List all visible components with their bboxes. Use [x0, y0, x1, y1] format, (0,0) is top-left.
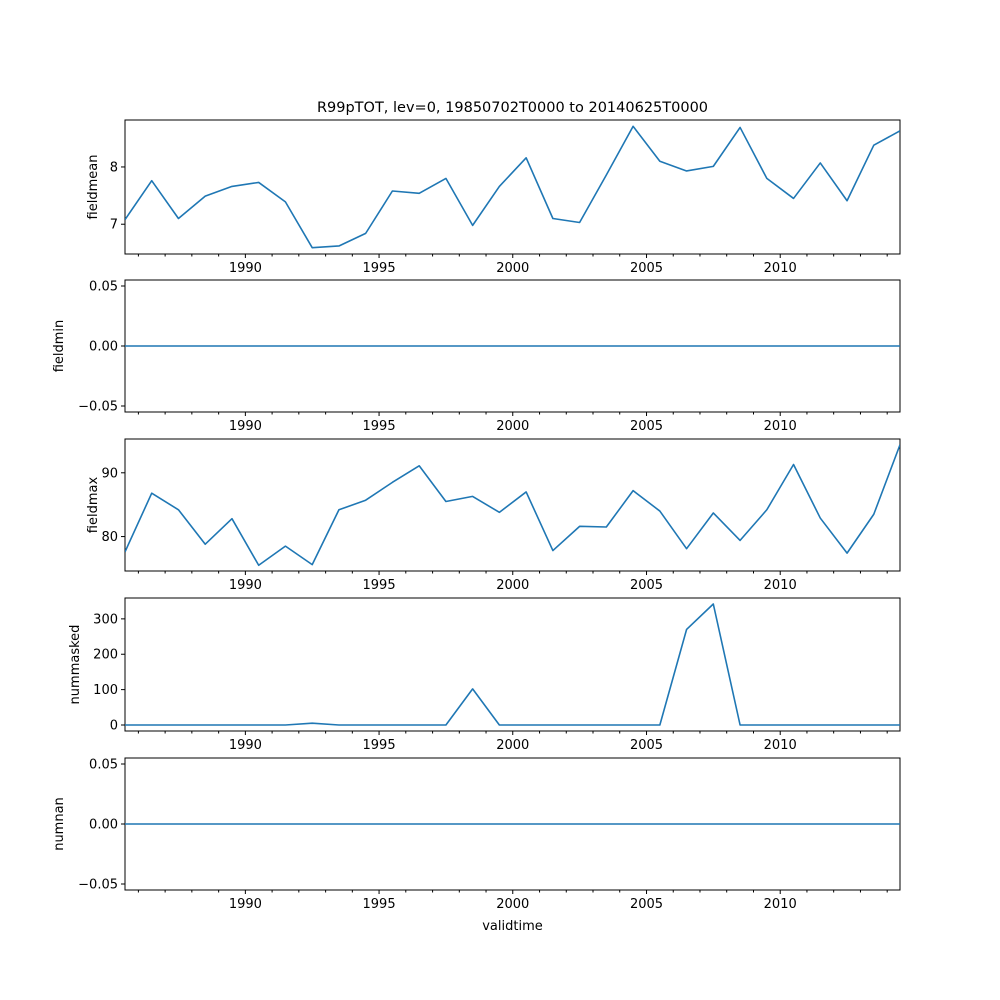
- axes-frame: [124, 597, 901, 732]
- y-tick-label: 0.00: [89, 340, 118, 355]
- series-line-fieldmax: [125, 444, 900, 567]
- y-axis-label-fieldmin: fieldmin: [52, 320, 67, 373]
- y-tick-label: 7: [110, 218, 118, 233]
- x-tick-label: 2000: [496, 578, 529, 593]
- x-tick-label: 2010: [764, 897, 797, 912]
- x-tick-label: 1995: [363, 578, 396, 593]
- x-tick-label: 1995: [363, 261, 396, 276]
- x-axis-label: validtime: [482, 919, 543, 934]
- x-tick-label: 2005: [630, 578, 663, 593]
- y-axis-label-fieldmean: fieldmean: [86, 155, 101, 220]
- y-tick-label: −0.05: [78, 878, 118, 893]
- x-tick-label: 1990: [229, 419, 262, 434]
- x-tick-label: 1995: [363, 419, 396, 434]
- y-tick-label: 90: [101, 466, 118, 481]
- x-tick-label: 2005: [630, 738, 663, 753]
- y-tick-label: 80: [101, 530, 118, 545]
- x-tick-label: 1995: [363, 738, 396, 753]
- x-tick-label: 2010: [764, 578, 797, 593]
- x-tick-label: 2005: [630, 897, 663, 912]
- y-axis-label-numnan: numnan: [52, 797, 67, 851]
- x-tick-label: 2000: [496, 419, 529, 434]
- y-tick-label: 0.00: [89, 818, 118, 833]
- x-tick-label: 1990: [229, 738, 262, 753]
- panel-fieldmin: −0.05 0.00 0.05 fieldmin 1990 1995 2000 2005 201…: [52, 279, 901, 434]
- x-tick-label: 1990: [229, 261, 262, 276]
- axes-frame: [124, 438, 901, 572]
- y-tick-label: 0.05: [89, 280, 118, 295]
- x-tick-label: 2005: [630, 419, 663, 434]
- y-tick-label: 8: [110, 160, 118, 175]
- y-tick-label: 0: [110, 718, 118, 733]
- series-line-fieldmean: [125, 125, 900, 249]
- y-tick-label: 200: [93, 648, 118, 663]
- panel-numnan: −0.05 0.00 0.05 numnan 1990 1995 2000 2005 2010: [52, 757, 901, 912]
- y-axis-label-fieldmax: fieldmax: [86, 477, 101, 534]
- x-tick-label: 1990: [229, 897, 262, 912]
- x-tick-label: 2010: [764, 261, 797, 276]
- panel-nummasked: 0 100 200 300 nummasked 1990 1995 2000 2005 2010: [68, 597, 901, 753]
- y-tick-label: 300: [93, 612, 118, 627]
- series-line-nummasked: [125, 603, 900, 726]
- y-tick-label: 100: [93, 683, 118, 698]
- x-tick-label: 1995: [363, 897, 396, 912]
- axes-frame: [124, 119, 901, 255]
- x-tick-label: 2000: [496, 738, 529, 753]
- x-tick-label: 2000: [496, 261, 529, 276]
- figure-title: R99pTOT, lev=0, 19850702T0000 to 2014062…: [317, 100, 708, 116]
- x-tick-label: 2005: [630, 261, 663, 276]
- x-tick-label: 2010: [764, 738, 797, 753]
- y-axis-label-nummasked: nummasked: [68, 625, 83, 705]
- x-tick-label: 1990: [229, 578, 262, 593]
- y-tick-label: −0.05: [78, 400, 118, 415]
- x-tick-label: 2000: [496, 897, 529, 912]
- y-tick-label: 0.05: [89, 758, 118, 773]
- panel-fieldmean: 7 8 fieldmean 1990 1995 2000 2005 2010: [86, 119, 901, 276]
- x-tick-label: 2010: [764, 419, 797, 434]
